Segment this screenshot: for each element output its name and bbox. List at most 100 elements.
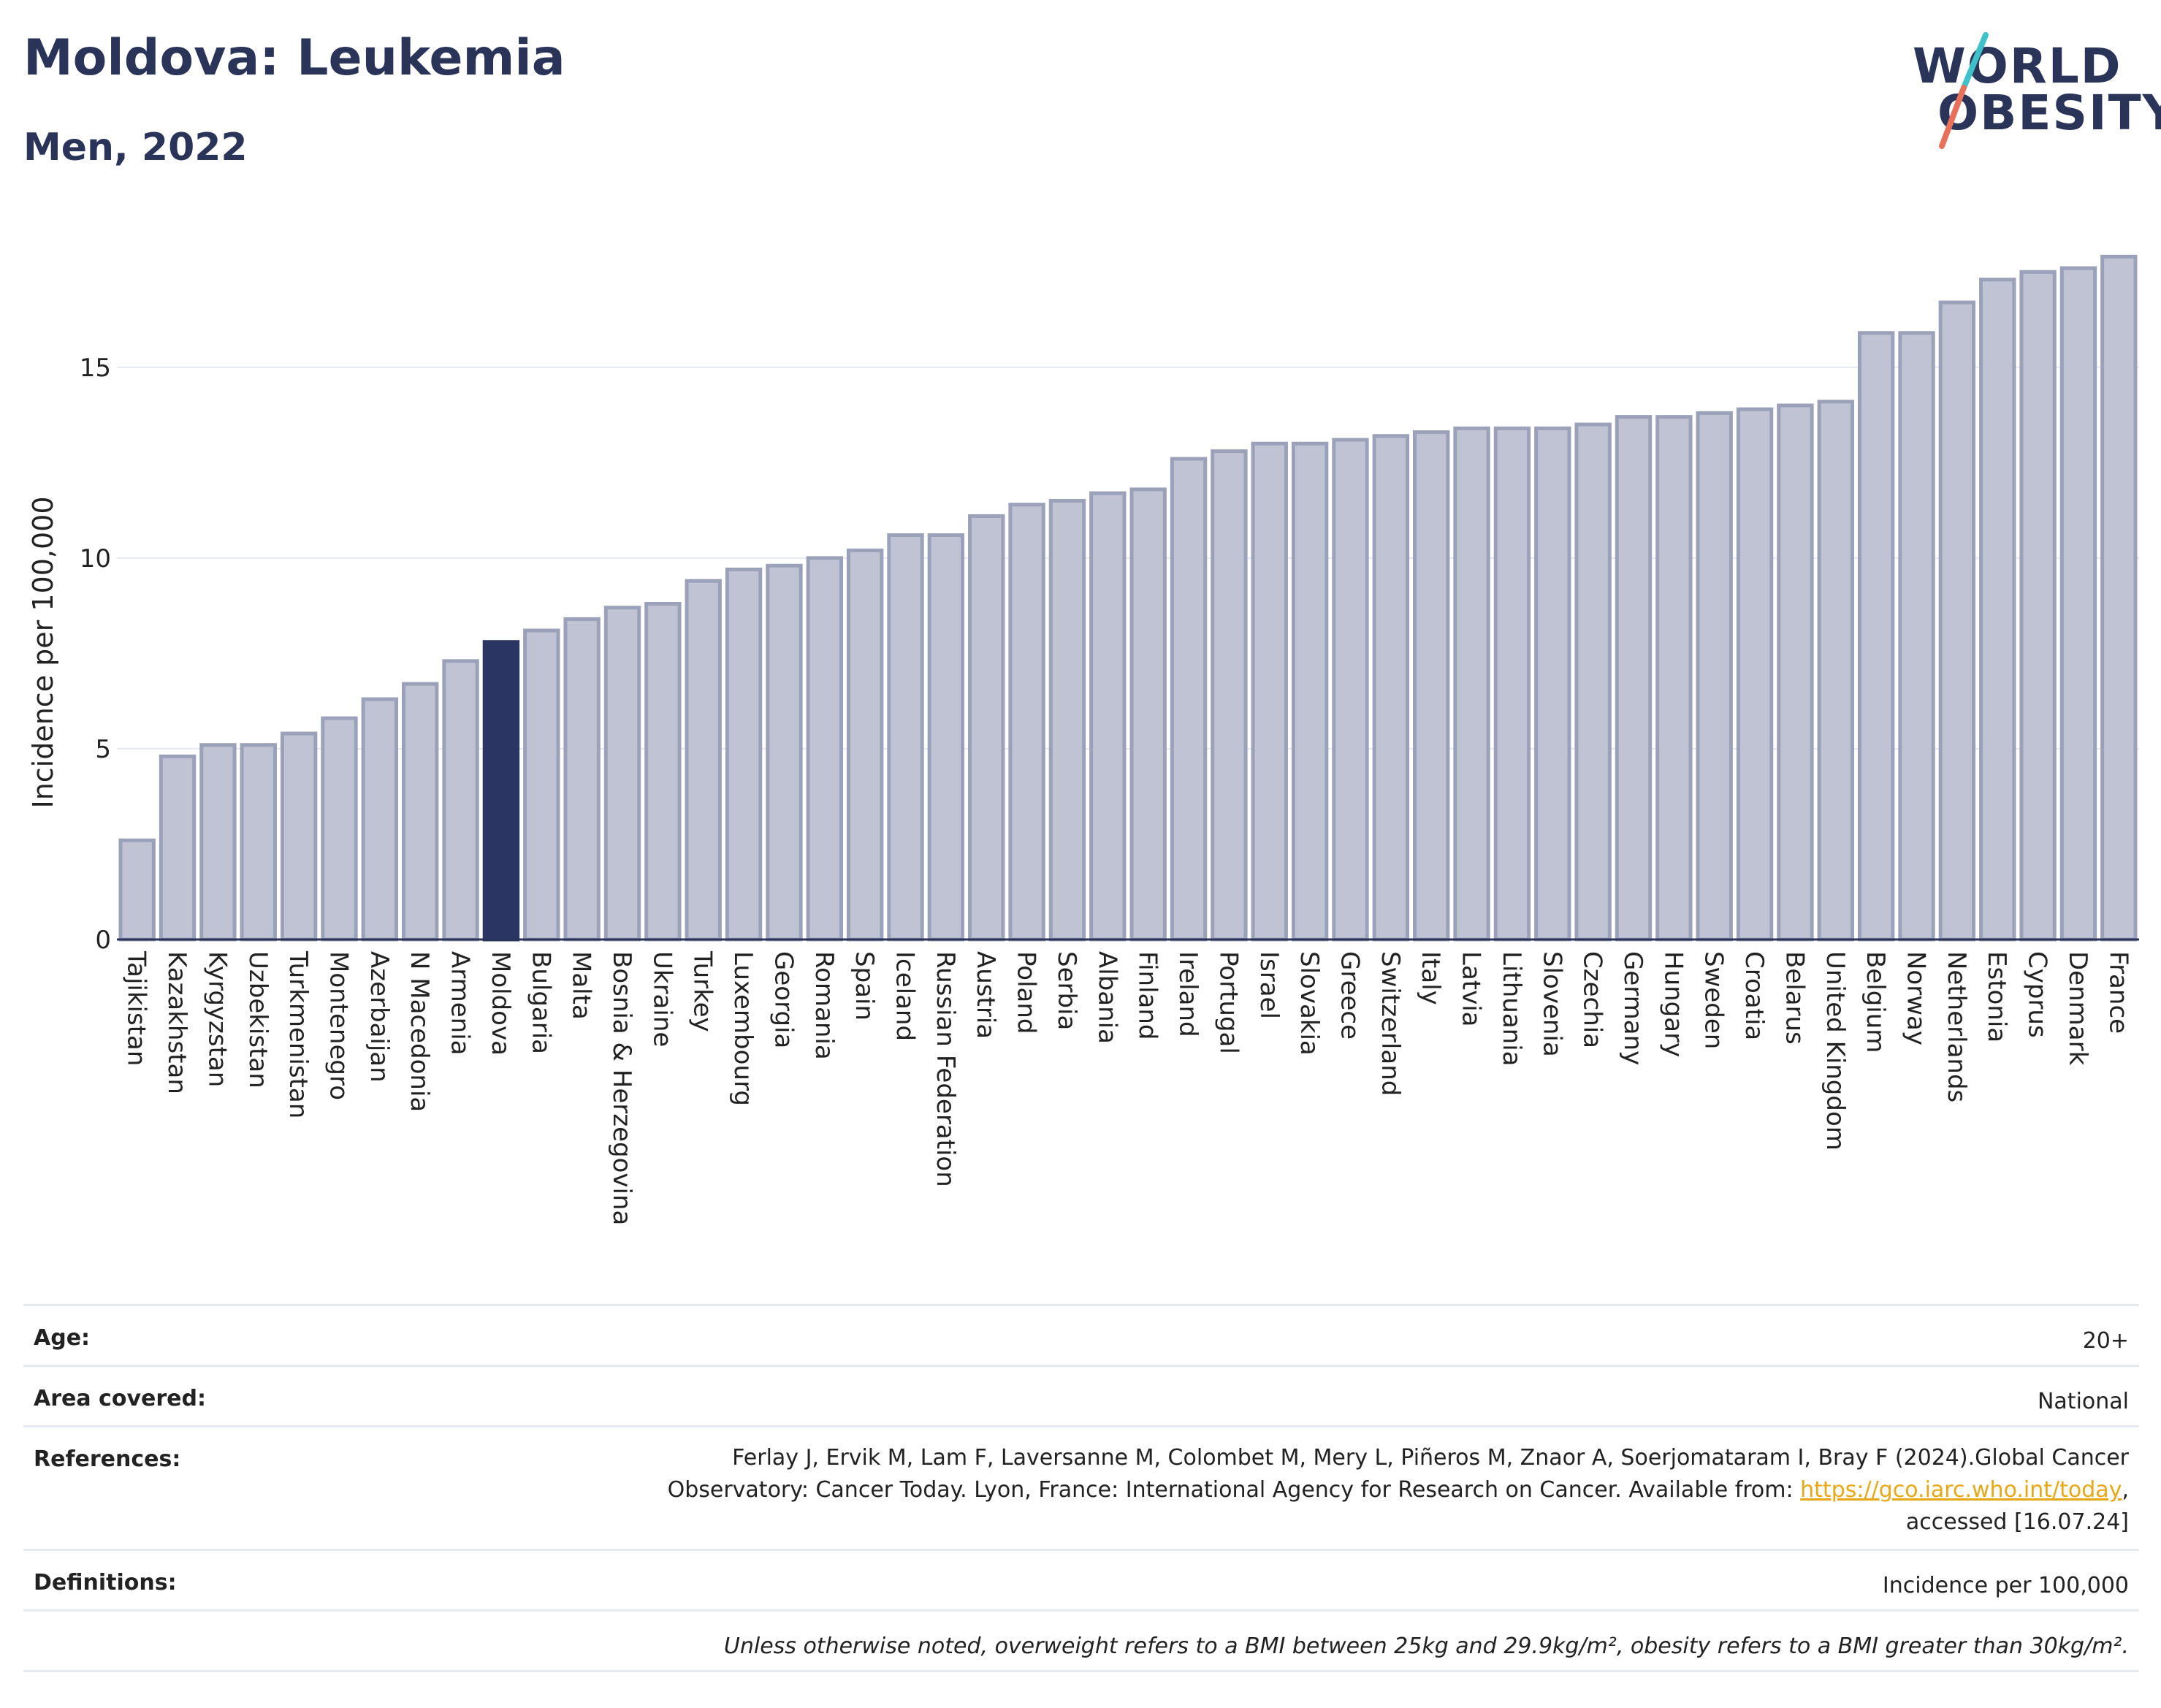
y-tick-label: 0 [95, 926, 111, 955]
x-tick-label: Lithuania [1497, 951, 1526, 1066]
bar-cyprus [2019, 270, 2057, 942]
footer-table: Age: 20+ Area covered: National Referenc… [23, 1304, 2139, 1672]
bar-israel [1251, 441, 1288, 942]
definitions-label: Definitions: [34, 1570, 177, 1595]
x-tick-label: Croatia [1739, 951, 1769, 1040]
bar-estonia [1979, 278, 2016, 942]
bar-iceland [887, 533, 924, 942]
bar-bulgaria [523, 628, 560, 942]
x-tick-label: Germany [1618, 951, 1647, 1065]
y-tick-label: 5 [95, 735, 111, 764]
world-obesity-logo: WORLD OBESITY [1899, 29, 2161, 153]
area-value: National [2037, 1389, 2129, 1414]
x-tick-label: Turkey [688, 950, 717, 1032]
references-line2-post: , [2122, 1477, 2129, 1503]
x-tick-label: Armenia [446, 951, 475, 1056]
x-tick-label: Hungary [1658, 951, 1688, 1057]
logo-line1: WORLD [1913, 38, 2122, 94]
bar-latvia [1453, 426, 1490, 942]
x-tick-label: Malta [567, 951, 596, 1020]
bar-azerbaijan [361, 697, 399, 942]
x-tick-label: Slovenia [1537, 951, 1566, 1057]
bar-finland [1129, 487, 1167, 942]
footer-row-age: Age: 20+ [23, 1304, 2139, 1365]
x-tick-label: Tajikistan [122, 950, 151, 1066]
definitions-value: Incidence per 100,000 [1882, 1573, 2129, 1598]
bar-belgium [1857, 331, 1895, 942]
x-tick-label: Uzbekistan [243, 951, 272, 1089]
x-tick-label: Russian Federation [931, 951, 960, 1187]
footer-row-note: Unless otherwise noted, overweight refer… [23, 1609, 2139, 1672]
references-line2-text: Observatory: Cancer Today. Lyon, France:… [667, 1477, 1801, 1503]
bar-turkey [685, 579, 722, 942]
x-tick-label: Bulgaria [526, 951, 555, 1054]
bar-poland [1008, 503, 1045, 942]
x-tick-label: Belarus [1780, 951, 1809, 1045]
x-tick-label: Spain [850, 951, 879, 1021]
page-title: Moldova: Leukemia [23, 29, 565, 87]
bar-ireland [1170, 457, 1208, 942]
bar-armenia [442, 659, 479, 942]
y-axis-label: Incidence per 100,000 [27, 496, 59, 808]
logo-slash-icon [1939, 32, 1989, 149]
logo-line2: OBESITY [1937, 85, 2161, 141]
references-link[interactable]: https://gco.iarc.who.int/today [1800, 1477, 2122, 1503]
bar-denmark [2059, 266, 2097, 942]
bar-romania [806, 556, 843, 942]
x-tick-label: Finland [1133, 951, 1162, 1040]
x-tick-label: Georgia [769, 951, 798, 1048]
references-value: Ferlay J, Ervik M, Lam F, Laversanne M, … [668, 1442, 2129, 1539]
bar-ukraine [644, 601, 682, 942]
x-tick-label: Kazakhstan [162, 951, 191, 1094]
bar-italy [1413, 430, 1450, 942]
age-label: Age: [34, 1325, 91, 1351]
x-tick-label: Moldova [486, 951, 515, 1056]
x-tick-label: Iceland [891, 951, 920, 1041]
references-line2: Observatory: Cancer Today. Lyon, France:… [668, 1474, 2129, 1506]
bar-croatia [1736, 407, 1774, 942]
y-tick-label: 15 [80, 354, 111, 383]
bar-portugal [1211, 449, 1248, 942]
references-line3: accessed [16.07.24] [1905, 1509, 2129, 1535]
x-tick-label: Israel [1254, 951, 1284, 1019]
x-tick-label: Austria [971, 951, 1000, 1039]
bar-belarus [1777, 403, 1814, 942]
bar-lithuania [1493, 426, 1531, 942]
footer-row-area: Area covered: National [23, 1365, 2139, 1425]
bar-spain [846, 548, 884, 942]
x-tick-label: Belgium [1861, 951, 1890, 1053]
x-tick-label: Portugal [1213, 951, 1243, 1054]
bar-norway [1898, 331, 1935, 942]
x-tick-label: N Macedonia [405, 951, 434, 1112]
x-tick-label: Ukraine [647, 951, 676, 1047]
bar-netherlands [1938, 300, 1976, 942]
bar-kyrgyzstan [199, 743, 237, 942]
x-tick-label: Estonia [1982, 951, 2011, 1042]
bar-germany [1615, 415, 1653, 942]
bar-georgia [766, 563, 803, 942]
x-tick-label: Switzerland [1376, 951, 1405, 1096]
bar-n-macedonia [402, 682, 439, 942]
bar-france [2100, 254, 2138, 942]
bar-hungary [1655, 415, 1693, 942]
x-tick-label: Norway [1902, 951, 1931, 1045]
x-tick-label: France [2103, 951, 2133, 1034]
x-tick-label: Slovakia [1295, 951, 1324, 1056]
bar-czechia [1574, 422, 1612, 942]
y-tick-label: 10 [80, 544, 111, 573]
bar-chart: 0 5 10 15 Incidence per 100,000 Tajikistan Kaz… [27, 254, 2139, 1225]
x-tick-label: Turkmenistan [283, 950, 313, 1118]
x-tick-label: Montenegro [324, 951, 353, 1100]
bar-slovakia [1291, 441, 1329, 942]
x-tick-label: Denmark [2063, 951, 2092, 1066]
bar-moldova [482, 640, 520, 942]
bar-malta [563, 617, 601, 942]
footer-row-definitions: Definitions: Incidence per 100,000 [23, 1549, 2139, 1609]
x-tick-label: Albania [1092, 951, 1121, 1044]
x-tick-label: Romania [809, 951, 839, 1060]
bmi-note: Unless otherwise noted, overweight refer… [723, 1633, 2129, 1659]
bar-serbia [1048, 499, 1086, 942]
x-tick-label: Sweden [1699, 951, 1729, 1049]
age-value: 20+ [2082, 1328, 2129, 1354]
bar-luxembourg [725, 568, 763, 942]
